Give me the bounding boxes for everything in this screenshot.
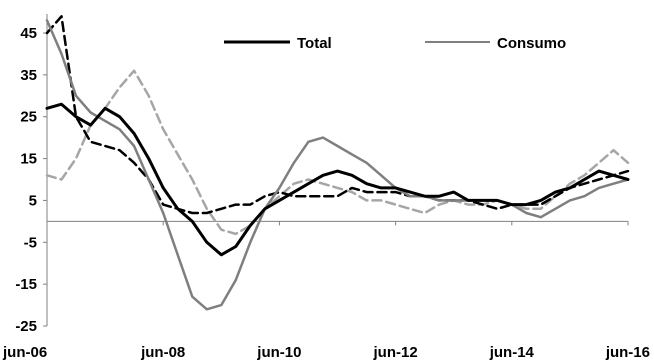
y-tick-label: 45 (20, 25, 37, 42)
x-tick-label: jun-14 (489, 344, 535, 361)
y-tick-label: 5 (29, 192, 37, 209)
y-tick-label: 15 (20, 151, 37, 168)
y-tick-label: 25 (20, 109, 37, 126)
x-tick-label: jun-12 (373, 344, 418, 361)
legend-label-consumo: Consumo (497, 35, 566, 52)
x-tick-label: jun-16 (605, 344, 650, 361)
y-tick-label: -15 (15, 276, 37, 293)
legend-label-total: Total (297, 35, 332, 52)
x-tick-label: jun-06 (2, 344, 47, 361)
x-tick-label: jun-10 (256, 344, 301, 361)
series-line-total (45, 102, 630, 257)
x-tick-label: jun-08 (140, 344, 185, 361)
y-tick-label: -5 (24, 234, 37, 251)
y-tick-labels: 45 35 25 15 5 -5 -15 -25 (15, 25, 47, 335)
y-tick-label: 35 (20, 67, 37, 84)
x-tick-labels: jun-06 jun-08 jun-10 jun-12 jun-14 jun-16 (2, 221, 650, 361)
series-line-consumo (45, 19, 630, 311)
series-line-unnamed-3 (45, 69, 630, 236)
y-tick-label: -25 (15, 318, 37, 335)
series-layer (45, 15, 630, 311)
legend: Total Consumo (224, 35, 566, 52)
